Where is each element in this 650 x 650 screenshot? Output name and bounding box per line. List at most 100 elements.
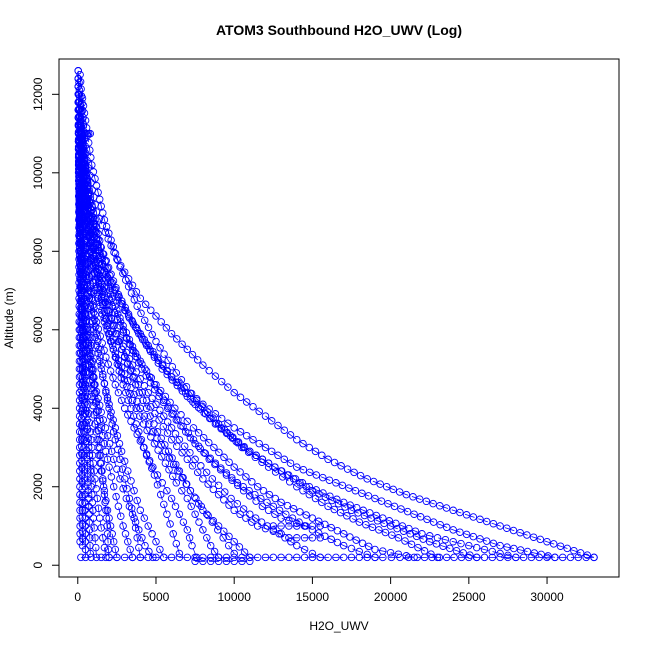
data-point (450, 553, 458, 562)
data-point (236, 393, 245, 402)
data-point (93, 337, 102, 346)
data-point (238, 557, 246, 566)
data-point (558, 553, 567, 562)
data-point (394, 534, 403, 542)
data-point (121, 303, 129, 312)
data-point (217, 377, 226, 386)
data-point (205, 455, 213, 464)
data-point (381, 528, 390, 537)
data-point (145, 373, 154, 381)
data-point (97, 553, 105, 562)
data-point (76, 282, 84, 291)
data-point (456, 528, 464, 536)
data-point (503, 524, 511, 532)
data-point (405, 524, 413, 533)
data-point (449, 537, 457, 546)
data-point (216, 465, 225, 474)
data-point (91, 250, 99, 259)
data-point (257, 494, 265, 503)
x-tick-label: 25000 (452, 590, 486, 604)
data-point (343, 512, 351, 520)
series-line (82, 184, 219, 558)
data-point (275, 506, 284, 515)
data-point (76, 498, 84, 507)
data-point (126, 389, 134, 398)
data-point (293, 534, 301, 542)
data-point (167, 494, 176, 503)
data-point (543, 553, 551, 562)
data-point (428, 553, 436, 562)
data-point (103, 322, 112, 330)
data-point (175, 435, 184, 444)
data-point (102, 353, 110, 361)
data-point (328, 496, 336, 505)
data-point (516, 528, 524, 537)
data-point (321, 520, 329, 529)
data-point (535, 553, 543, 562)
data-point (85, 311, 93, 319)
data-point (395, 488, 404, 496)
data-point (100, 307, 109, 316)
data-point (278, 473, 287, 481)
data-point (556, 542, 565, 550)
data-point (277, 530, 285, 538)
data-point (81, 259, 90, 267)
data-point (90, 380, 98, 389)
data-point (504, 551, 512, 560)
data-point (300, 522, 309, 530)
data-point (86, 220, 94, 228)
data-point (158, 365, 166, 373)
data-point (77, 414, 86, 423)
data-point (150, 439, 159, 448)
data-point (120, 475, 129, 483)
data-point (142, 396, 151, 405)
data-point (255, 439, 263, 448)
data-point (78, 471, 86, 479)
data-point (92, 265, 100, 273)
data-point (116, 314, 124, 322)
data-point (75, 318, 83, 326)
data-point (189, 424, 198, 432)
data-point (480, 545, 489, 554)
data-point (338, 481, 347, 490)
data-point (150, 471, 159, 479)
data-point (286, 431, 295, 439)
data-point (253, 522, 262, 530)
data-point (351, 486, 360, 495)
data-point (127, 366, 135, 374)
data-point (442, 523, 451, 532)
data-point (386, 548, 395, 557)
data-point (85, 349, 94, 358)
data-point (496, 541, 504, 550)
data-point (129, 374, 137, 382)
data-point (89, 308, 98, 317)
data-point (99, 370, 107, 378)
data-point (308, 549, 317, 558)
data-point (206, 553, 215, 562)
data-point (103, 396, 112, 405)
data-point (164, 403, 173, 411)
data-point (293, 541, 301, 550)
data-point (84, 443, 93, 452)
data-point (563, 544, 571, 553)
data-point (372, 511, 381, 520)
data-point (277, 522, 285, 530)
data-point (159, 422, 168, 431)
data-point (114, 388, 123, 397)
data-point (138, 534, 146, 542)
series-line (77, 70, 83, 546)
data-point (402, 490, 411, 499)
x-tick-label: 10000 (218, 590, 252, 604)
data-point (465, 541, 473, 550)
data-point (358, 489, 366, 498)
data-point (78, 506, 87, 515)
data-point (311, 494, 320, 503)
data-point (121, 388, 130, 397)
data-point (264, 506, 273, 515)
data-point (156, 344, 164, 352)
data-point (124, 282, 133, 291)
series-26 (75, 90, 113, 562)
data-point (178, 340, 186, 348)
data-point (78, 541, 87, 550)
